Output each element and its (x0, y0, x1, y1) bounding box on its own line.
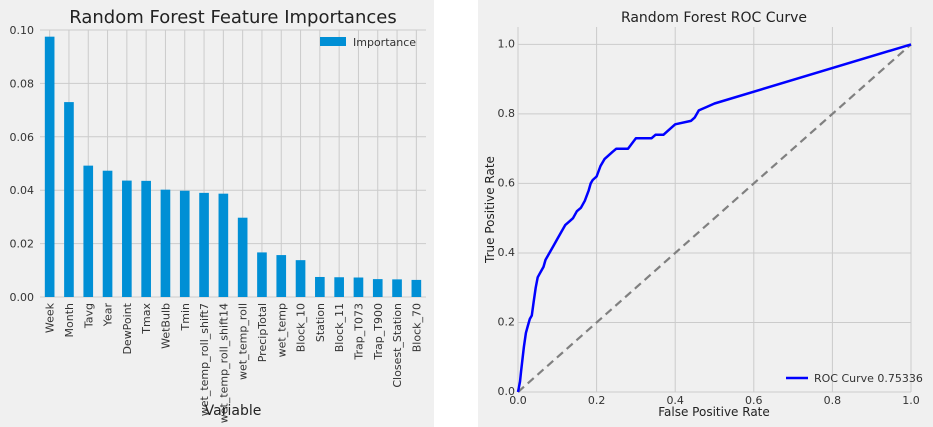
bar-block-11 (334, 277, 344, 297)
x-tick-label: Week (44, 302, 57, 333)
x-tick-label: Tavg (82, 303, 95, 329)
x-tick-label: Closest_Station (391, 303, 404, 388)
x-tick-label: Block_10 (295, 303, 308, 352)
x-tick-label: Block_70 (410, 303, 423, 352)
feature-importance-chart: 0.00 0.02 0.04 0.06 0.08 0.10 Week Month Tavg Yea… (10, 7, 426, 423)
bar-tmin (179, 190, 190, 297)
x-tick-label: Trap_T073 (352, 303, 365, 361)
bar-wet-temp-roll-shift7 (199, 192, 209, 297)
x-tick-label: Tmax (140, 303, 153, 335)
bar-month (64, 102, 74, 297)
x-tick-label: Trap_T900 (372, 303, 385, 361)
bar-week (44, 36, 55, 298)
x-tick-label: PrecipTotal (256, 303, 269, 362)
feature-importance-panel: 0.00 0.02 0.04 0.06 0.08 0.10 Week Month Tavg Yea… (0, 0, 434, 427)
x-tick-label: wet_temp_roll_shift14 (217, 303, 230, 423)
legend-swatch (320, 37, 346, 46)
y-tick-label: 1.0 (498, 37, 516, 50)
x-tick-label: 0.8 (824, 394, 842, 407)
bar-preciptotal (257, 252, 267, 297)
roc-curve-chart: 0.0 0.2 0.4 0.6 0.8 1.0 0.0 0.2 0.4 0.6 0.8 1.0 Rand… (483, 10, 923, 419)
bar-tmax (141, 180, 151, 297)
x-tick-label: Year (102, 303, 115, 328)
y-tick-label: 0.00 (10, 291, 35, 304)
x-tick-label: DewPoint (121, 302, 134, 354)
bar-block-10 (295, 260, 306, 297)
diagonal-reference-line (517, 43, 912, 393)
y-tick-label: 0.6 (498, 176, 516, 189)
y-tick-label: 0.02 (10, 238, 35, 251)
x-tick-label: wet_temp (275, 303, 288, 357)
bar-dewpoint (122, 180, 132, 297)
roc-curve-line (516, 43, 912, 393)
y-tick-label: 0.4 (498, 246, 516, 259)
x-tick-label: Month (63, 303, 76, 338)
roc-curve-panel: 0.0 0.2 0.4 0.6 0.8 1.0 0.0 0.2 0.4 0.6 0.8 1.0 Rand… (478, 0, 933, 427)
bar-wet-temp-roll (237, 217, 248, 297)
x-tick-label: 0.6 (745, 394, 763, 407)
y-tick-label: 0.2 (498, 315, 516, 328)
y-axis-label: True Positive Rate (483, 156, 497, 264)
bar-closest-station (392, 279, 402, 297)
bar-trap-t073 (353, 277, 364, 297)
x-axis-label: False Positive Rate (658, 405, 770, 419)
x-tick-label: 0.4 (666, 394, 684, 407)
bar-station (315, 276, 325, 297)
x-tick-label: 0.2 (588, 394, 606, 407)
y-tick-label: 0.06 (10, 131, 35, 144)
bar-tavg (83, 165, 94, 297)
bar-year (102, 170, 113, 297)
x-tick-label: WetBulb (159, 303, 172, 349)
x-tick-label: wet_temp_roll_shift7 (198, 303, 211, 416)
x-axis-label: Variable (205, 403, 262, 419)
y-tick-label: 0.0 (498, 385, 516, 398)
x-tick-label: 1.0 (902, 394, 920, 407)
x-tick-label: wet_temp_roll (237, 303, 250, 380)
y-tick-label: 0.04 (10, 184, 35, 197)
bar-wet-temp (276, 255, 287, 297)
y-tick-label: 0.08 (10, 77, 35, 90)
y-tick-label: 0.10 (10, 24, 35, 37)
bar-wet-temp-roll-shift14 (218, 193, 229, 297)
bar-block-70 (411, 279, 422, 297)
legend-label: ROC Curve 0.75336 (814, 372, 923, 385)
y-tick-label: 0.8 (498, 107, 516, 120)
bar-wetbulb (160, 189, 171, 297)
x-tick-label: 0.0 (509, 394, 527, 407)
x-tick-label: Tmin (179, 303, 192, 331)
bar-trap-t900 (372, 279, 383, 297)
x-tick-label: Station (314, 303, 327, 342)
legend-label: Importance (353, 36, 416, 49)
chart-title: Random Forest ROC Curve (621, 10, 807, 26)
x-tick-label: Block_11 (333, 303, 346, 352)
chart-title: Random Forest Feature Importances (69, 7, 396, 28)
